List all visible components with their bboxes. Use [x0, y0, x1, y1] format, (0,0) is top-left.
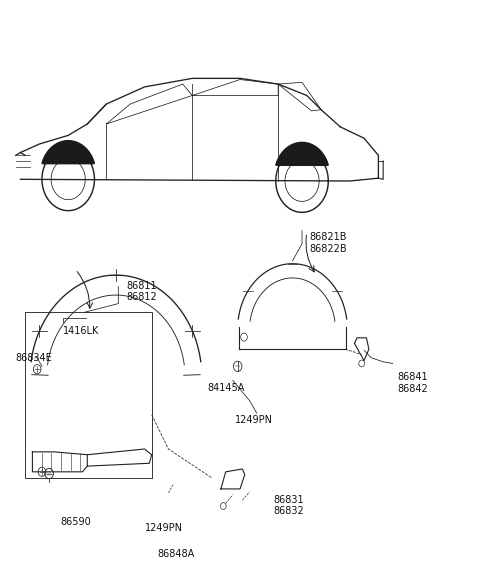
Text: 1416LK: 1416LK [63, 327, 100, 336]
Text: 86841
86842: 86841 86842 [397, 372, 428, 394]
Polygon shape [276, 142, 328, 165]
Text: 84145A: 84145A [207, 383, 244, 394]
Text: 86831
86832: 86831 86832 [274, 494, 304, 516]
Text: 86834E: 86834E [16, 353, 52, 363]
Polygon shape [42, 145, 94, 164]
Text: 86590: 86590 [60, 517, 91, 527]
Text: 86821B
86822B: 86821B 86822B [309, 232, 347, 254]
Text: 1249PN: 1249PN [235, 415, 273, 425]
Polygon shape [276, 147, 328, 166]
Bar [25, 312, 152, 477]
Text: 86811
86812: 86811 86812 [127, 281, 157, 303]
Text: 86848A: 86848A [157, 549, 194, 559]
Polygon shape [42, 141, 95, 163]
Text: 1249PN: 1249PN [144, 523, 183, 533]
